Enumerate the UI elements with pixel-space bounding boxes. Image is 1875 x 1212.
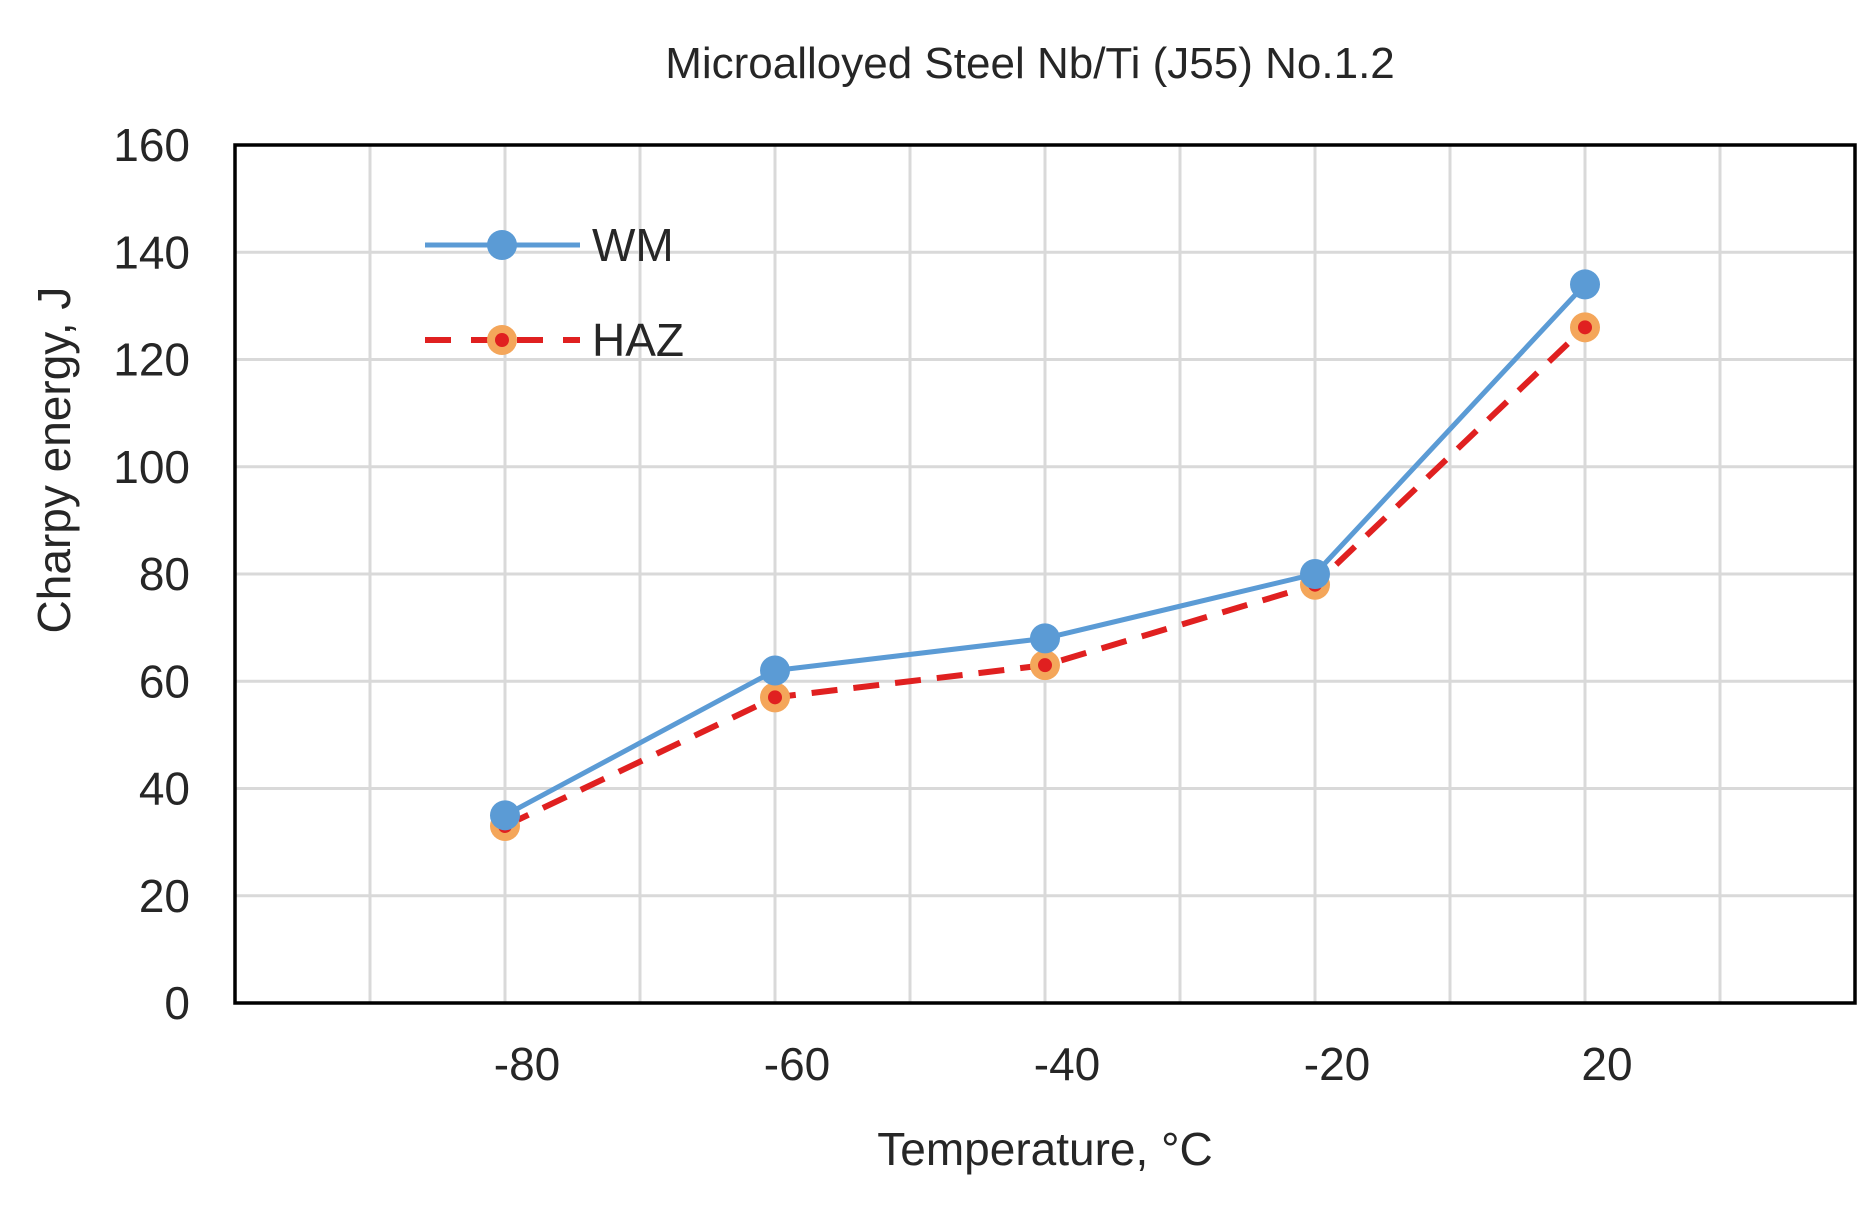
y-tick-label: 160 [113, 119, 190, 171]
y-axis-title: Charpy energy, J [28, 287, 80, 634]
data-point-wm [1300, 559, 1330, 589]
legend-label-wm: WM [592, 219, 674, 271]
legend-marker-center-haz [495, 333, 509, 347]
x-tick-label: -60 [764, 1038, 830, 1090]
data-point-wm [1570, 269, 1600, 300]
x-tick-label: -80 [494, 1038, 560, 1090]
y-tick-label: 140 [113, 226, 190, 278]
y-tick-label: 0 [164, 977, 190, 1029]
legend-item-haz: HAZ [425, 314, 684, 366]
y-tick-label: 120 [113, 334, 190, 386]
y-axis-ticks: 0 20 40 60 80 100 120 140 160 [113, 119, 190, 1029]
data-point-wm [760, 655, 790, 686]
x-axis-ticks: -80 -60 -40 -20 20 [494, 1038, 1633, 1090]
legend-label-haz: HAZ [592, 314, 684, 366]
plot-area-frame [233, 143, 1857, 1005]
legend-marker-wm [487, 230, 517, 260]
series-wm [490, 269, 1600, 831]
grid [235, 145, 1855, 1003]
x-axis-title: Temperature, °C [877, 1123, 1212, 1175]
y-tick-label: 20 [139, 870, 190, 922]
x-tick-label: -20 [1304, 1038, 1370, 1090]
series-layer [490, 269, 1600, 842]
x-tick-label: -40 [1034, 1038, 1100, 1090]
x-tick-label: 20 [1581, 1038, 1632, 1090]
data-point-center-haz [1038, 658, 1052, 673]
y-tick-label: 80 [139, 548, 190, 600]
y-tick-label: 100 [113, 441, 190, 493]
chart-title: Microalloyed Steel Nb/Ti (J55) No.1.2 [665, 39, 1395, 88]
legend-item-wm: WM [425, 219, 674, 271]
y-tick-label: 60 [139, 655, 190, 707]
data-point-wm [490, 800, 520, 831]
legend: WM HAZ [425, 219, 684, 366]
y-tick-label: 40 [139, 763, 190, 815]
data-point-wm [1030, 623, 1060, 654]
data-point-center-haz [768, 690, 782, 705]
data-point-center-haz [1578, 320, 1592, 335]
